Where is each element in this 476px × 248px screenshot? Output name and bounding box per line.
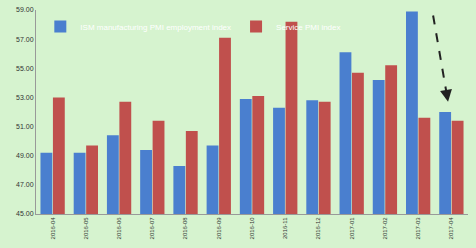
svg-text:59.00: 59.00 — [16, 6, 34, 13]
svg-text:2017-04: 2017-04 — [448, 217, 454, 240]
svg-text:51.00: 51.00 — [16, 123, 34, 130]
svg-text:2017-01: 2017-01 — [349, 217, 355, 240]
svg-text:2016-04: 2016-04 — [50, 217, 56, 240]
svg-text:ISM manufacturing PMI employme: ISM manufacturing PMI employment index — [80, 23, 231, 32]
svg-text:Service PMI index: Service PMI index — [276, 23, 340, 32]
svg-text:57.00: 57.00 — [16, 36, 34, 43]
svg-text:2017-03: 2017-03 — [415, 217, 421, 240]
svg-text:2016-07: 2016-07 — [149, 217, 155, 240]
svg-text:2016-11: 2016-11 — [282, 217, 288, 239]
svg-text:45.00: 45.00 — [16, 210, 34, 217]
svg-text:2017-02: 2017-02 — [382, 217, 388, 240]
svg-text:49.00: 49.00 — [16, 152, 34, 159]
svg-text:2016-05: 2016-05 — [83, 217, 89, 240]
svg-text:53.00: 53.00 — [16, 94, 34, 101]
svg-text:2016-08: 2016-08 — [182, 217, 188, 240]
svg-text:2016-06: 2016-06 — [116, 217, 122, 240]
svg-text:2016-12: 2016-12 — [315, 217, 321, 240]
svg-text:2016-10: 2016-10 — [249, 217, 255, 240]
svg-text:2016-09: 2016-09 — [216, 217, 222, 240]
svg-text:55.00: 55.00 — [16, 65, 34, 72]
svg-text:47.00: 47.00 — [16, 181, 34, 188]
